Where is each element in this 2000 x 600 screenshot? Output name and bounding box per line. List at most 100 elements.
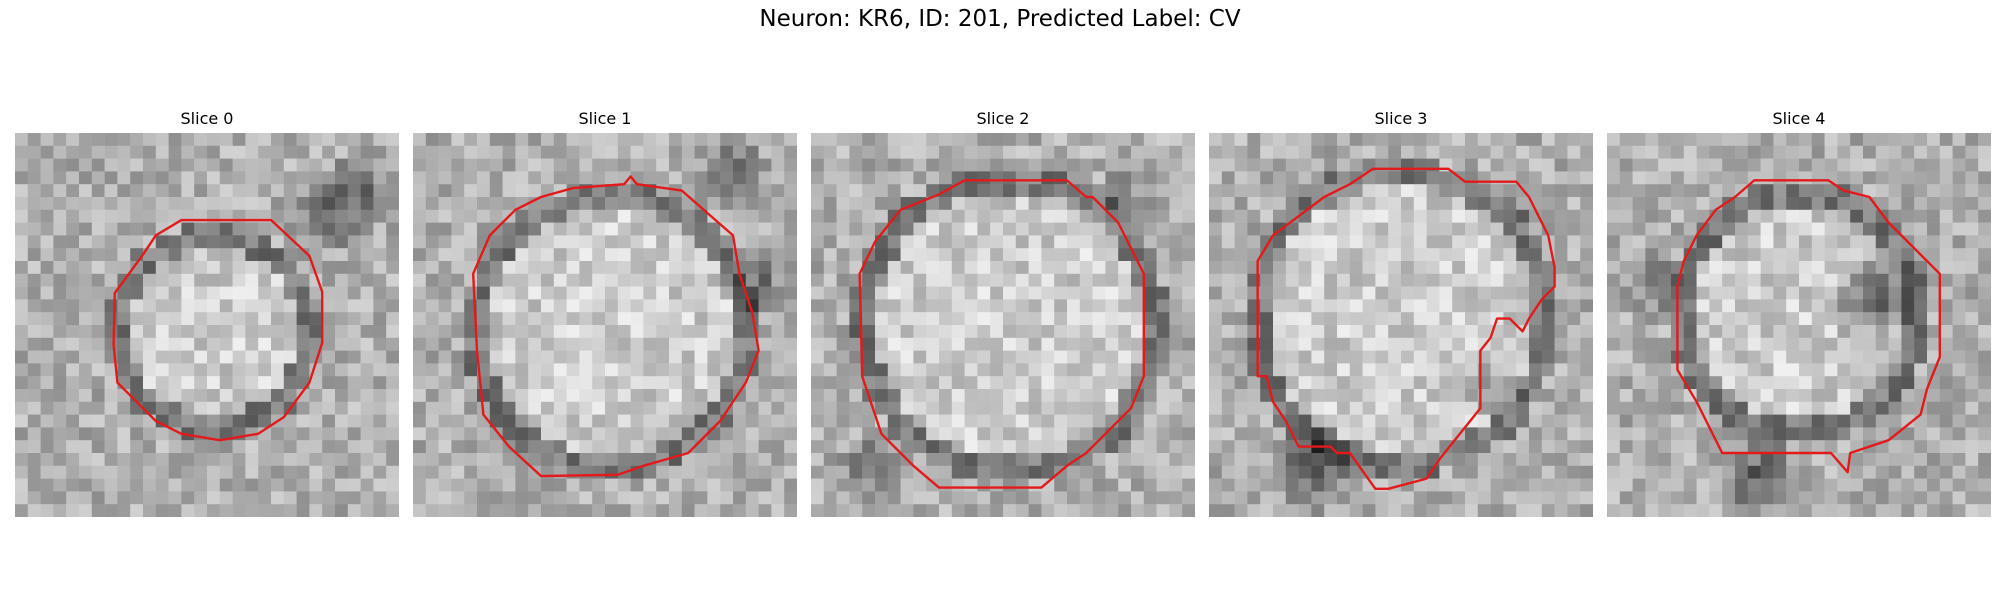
pixel [194,273,208,287]
pixel [1092,337,1106,351]
pixel [373,261,387,275]
pixel [309,145,323,159]
pixel [1439,312,1453,326]
pixel [1952,491,1966,505]
pixel [1054,376,1068,390]
pixel [53,184,67,198]
pixel [1156,158,1170,172]
pixel [811,325,825,339]
pixel [1914,504,1928,517]
pixel [720,478,734,492]
pixel [811,504,825,517]
pixel [155,286,169,300]
pixel [951,504,965,517]
pixel [875,453,889,467]
pixel [926,197,940,211]
pixel [823,427,837,441]
pixel [1735,414,1749,428]
pixel [990,171,1004,185]
pixel [926,491,940,505]
pixel [669,171,683,185]
pixel [347,235,361,249]
pixel [1901,158,1915,172]
pixel [1105,248,1119,262]
pixel [566,235,580,249]
pixel [862,427,876,441]
pixel [1580,440,1593,454]
pixel [232,273,246,287]
pixel [630,209,644,223]
pixel [643,440,657,454]
pixel [528,286,542,300]
pixel [707,453,721,467]
pixel [1888,286,1902,300]
pixel [1939,273,1953,287]
pixel [1067,325,1081,339]
pixel [900,299,914,313]
pixel [1015,465,1029,479]
pixel [1939,363,1953,377]
pixel [413,197,427,211]
pixel [1619,478,1633,492]
pixel [1658,414,1672,428]
pixel [271,145,285,159]
pixel [1439,325,1453,339]
pixel [66,363,80,377]
pixel [990,158,1004,172]
pixel [1067,427,1081,441]
pixel [1824,363,1838,377]
pixel [1735,325,1749,339]
pixel [1298,299,1312,313]
pixel [900,337,914,351]
pixel [53,440,67,454]
pixel [1786,145,1800,159]
pixel [1337,273,1351,287]
pixel [887,312,901,326]
pixel [1362,491,1376,505]
pixel [964,478,978,492]
pixel [1888,440,1902,454]
pixel [875,209,889,223]
pixel [1760,427,1774,441]
pixel [1349,389,1363,403]
pixel [464,491,478,505]
pixel [579,209,593,223]
pixel [15,312,29,326]
pixel [990,145,1004,159]
pixel [155,299,169,313]
pixel [1952,427,1966,441]
pixel [1503,453,1517,467]
pixel [541,145,555,159]
pixel [489,184,503,198]
pixel [194,299,208,313]
pixel [553,261,567,275]
pixel [1452,145,1466,159]
pixel [1028,504,1042,517]
pixel [541,197,555,211]
pixel [1939,222,1953,236]
pixel [168,350,182,364]
pixel [207,273,221,287]
pixel [643,325,657,339]
pixel [1747,427,1761,441]
pixel [15,299,29,313]
pixel [823,273,837,287]
pixel [669,376,683,390]
pixel [811,440,825,454]
pixel [53,261,67,275]
pixel [296,133,310,147]
pixel [1169,363,1183,377]
pixel [347,209,361,223]
pixel [91,197,105,211]
pixel [1413,222,1427,236]
pixel [1118,171,1132,185]
pixel [1452,312,1466,326]
pixel [579,414,593,428]
pixel [1260,273,1274,287]
pixel [1105,350,1119,364]
pixel [951,248,965,262]
pixel [1156,376,1170,390]
pixel [926,350,940,364]
pixel [887,465,901,479]
pixel [413,363,427,377]
